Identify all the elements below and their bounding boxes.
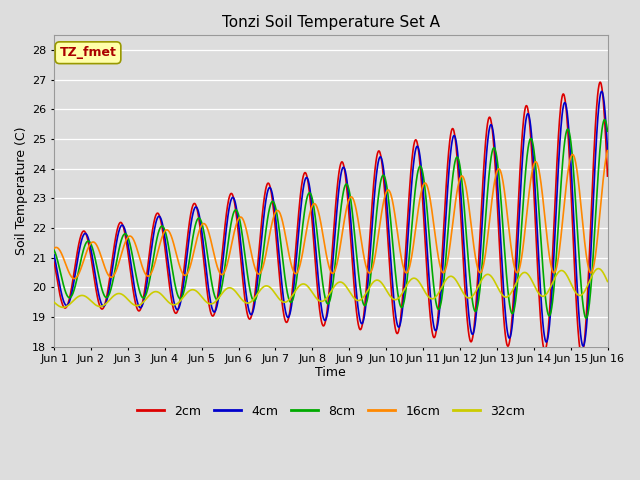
Legend: 2cm, 4cm, 8cm, 16cm, 32cm: 2cm, 4cm, 8cm, 16cm, 32cm bbox=[132, 400, 530, 423]
Title: Tonzi Soil Temperature Set A: Tonzi Soil Temperature Set A bbox=[222, 15, 440, 30]
8cm bbox=[601, 117, 609, 122]
16cm bbox=[604, 148, 611, 154]
16cm bbox=[285, 253, 293, 259]
2cm bbox=[285, 314, 292, 320]
4cm bbox=[307, 189, 314, 194]
32cm bbox=[365, 285, 373, 290]
16cm bbox=[50, 246, 58, 252]
8cm bbox=[93, 264, 100, 270]
32cm bbox=[595, 266, 602, 272]
Line: 4cm: 4cm bbox=[54, 91, 607, 346]
4cm bbox=[296, 211, 304, 216]
2cm bbox=[604, 173, 611, 179]
2cm bbox=[596, 79, 604, 85]
4cm bbox=[50, 252, 58, 258]
16cm bbox=[93, 243, 101, 249]
8cm bbox=[582, 315, 590, 321]
32cm bbox=[116, 291, 124, 297]
2cm bbox=[578, 352, 586, 358]
Line: 8cm: 8cm bbox=[54, 120, 607, 318]
16cm bbox=[70, 276, 78, 281]
Line: 32cm: 32cm bbox=[54, 269, 607, 307]
8cm bbox=[296, 244, 304, 250]
32cm bbox=[285, 297, 293, 302]
16cm bbox=[365, 270, 373, 276]
32cm bbox=[297, 282, 305, 288]
16cm bbox=[307, 207, 314, 213]
2cm bbox=[296, 193, 304, 199]
2cm bbox=[365, 247, 373, 253]
4cm bbox=[93, 282, 100, 288]
8cm bbox=[604, 128, 611, 134]
8cm bbox=[116, 245, 124, 251]
2cm bbox=[307, 198, 314, 204]
4cm bbox=[598, 88, 605, 94]
8cm bbox=[365, 287, 373, 293]
32cm bbox=[307, 287, 314, 293]
4cm bbox=[116, 227, 124, 232]
8cm bbox=[307, 191, 314, 196]
2cm bbox=[116, 220, 124, 226]
8cm bbox=[285, 296, 292, 302]
Line: 16cm: 16cm bbox=[54, 151, 607, 278]
8cm bbox=[50, 247, 58, 253]
4cm bbox=[285, 314, 292, 320]
4cm bbox=[604, 147, 611, 153]
Line: 2cm: 2cm bbox=[54, 82, 607, 355]
16cm bbox=[297, 259, 305, 265]
Y-axis label: Soil Temperature (C): Soil Temperature (C) bbox=[15, 127, 28, 255]
32cm bbox=[93, 303, 101, 309]
X-axis label: Time: Time bbox=[316, 366, 346, 379]
2cm bbox=[50, 259, 58, 264]
32cm bbox=[604, 278, 611, 284]
4cm bbox=[579, 343, 587, 349]
32cm bbox=[50, 300, 58, 305]
16cm bbox=[116, 257, 124, 263]
4cm bbox=[365, 267, 373, 273]
Text: TZ_fmet: TZ_fmet bbox=[60, 46, 116, 59]
2cm bbox=[93, 291, 100, 297]
32cm bbox=[60, 304, 67, 310]
